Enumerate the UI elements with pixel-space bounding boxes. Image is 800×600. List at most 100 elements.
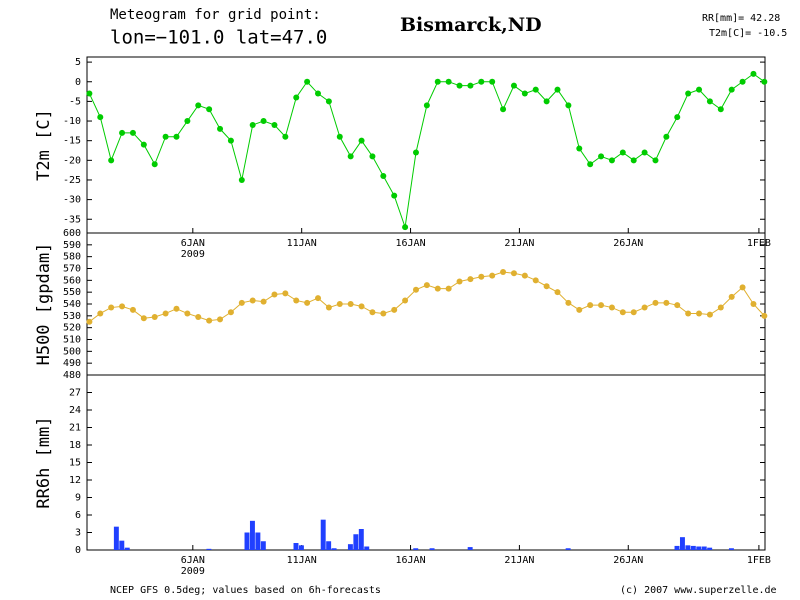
data-point xyxy=(750,301,757,307)
bar xyxy=(347,544,353,550)
footer-source: NCEP GFS 0.5deg; values based on 6h-fore… xyxy=(110,585,381,596)
data-point xyxy=(434,285,441,292)
bar xyxy=(244,532,250,550)
data-point xyxy=(761,78,768,85)
data-point xyxy=(423,282,430,289)
data-point xyxy=(238,299,245,306)
data-point xyxy=(336,301,343,307)
y-axis-label: H500 [gpdam] xyxy=(34,243,54,366)
data-point xyxy=(151,161,158,168)
y-tick-label: 590 xyxy=(63,240,81,251)
data-point xyxy=(249,121,256,128)
y-tick-label: 15 xyxy=(69,458,81,469)
data-point xyxy=(129,306,136,313)
y-tick-label: 12 xyxy=(69,475,81,486)
data-point xyxy=(119,129,126,136)
data-point xyxy=(456,82,463,89)
bar xyxy=(696,546,702,550)
y-tick-label: -35 xyxy=(63,214,81,225)
y-tick-label: 3 xyxy=(75,528,81,539)
bar xyxy=(113,526,119,550)
data-point xyxy=(423,102,430,109)
y-tick-label: 530 xyxy=(63,311,81,322)
data-point xyxy=(184,310,191,317)
data-point xyxy=(249,297,256,304)
data-point xyxy=(282,290,289,297)
data-point xyxy=(641,149,648,156)
bar xyxy=(685,545,691,550)
data-point xyxy=(652,299,659,306)
data-point xyxy=(467,276,474,283)
data-point xyxy=(565,102,572,109)
data-point xyxy=(706,311,713,318)
y-axis-label: RR6h [mm] xyxy=(34,416,54,508)
data-point xyxy=(217,316,224,323)
data-point xyxy=(652,157,659,164)
data-point xyxy=(630,157,637,164)
y-tick-label: 510 xyxy=(63,335,81,346)
y-tick-label: 500 xyxy=(63,346,81,357)
data-point xyxy=(140,315,147,322)
data-point xyxy=(369,309,376,316)
bar xyxy=(674,545,680,550)
data-point xyxy=(500,106,507,113)
data-point xyxy=(412,286,419,293)
data-point xyxy=(598,302,605,309)
bar xyxy=(326,541,332,550)
data-point xyxy=(119,303,126,310)
data-point xyxy=(761,312,768,319)
y-tick-label: 24 xyxy=(69,405,81,416)
data-point xyxy=(500,269,507,276)
data-point xyxy=(380,173,387,180)
bar xyxy=(293,543,299,550)
data-point xyxy=(576,306,583,313)
data-point xyxy=(630,309,637,316)
data-point xyxy=(217,125,224,132)
data-point xyxy=(717,304,724,311)
data-point xyxy=(271,121,278,128)
data-point xyxy=(97,114,104,121)
y-tick-label: -30 xyxy=(63,195,81,206)
y-tick-label: 600 xyxy=(63,228,81,239)
bar xyxy=(206,548,212,550)
y-tick-label: 490 xyxy=(63,358,81,369)
bar xyxy=(690,545,696,550)
y-tick-label: 480 xyxy=(63,370,81,381)
x-tick-label: 6JAN xyxy=(181,238,205,249)
data-point xyxy=(510,270,517,277)
data-point xyxy=(608,304,615,311)
data-point xyxy=(576,145,583,152)
data-point xyxy=(456,278,463,285)
bar xyxy=(679,537,685,550)
y-tick-label: 21 xyxy=(69,423,81,434)
data-point xyxy=(140,141,147,148)
rr-total: RR[mm]= 42.28 xyxy=(702,13,780,24)
year-label: 2009 xyxy=(181,566,205,577)
data-point xyxy=(641,304,648,311)
data-point xyxy=(521,272,528,279)
y-tick-label: -5 xyxy=(69,96,81,107)
bar xyxy=(358,529,364,550)
series-line xyxy=(89,271,765,323)
bar xyxy=(320,519,326,550)
bar xyxy=(728,548,734,550)
title-line2: lon=−101.0 lat=47.0 xyxy=(110,27,327,49)
data-point xyxy=(532,86,539,93)
data-point xyxy=(206,317,213,324)
y-tick-label: 27 xyxy=(69,388,81,399)
data-point xyxy=(685,90,692,97)
data-point xyxy=(325,304,332,311)
data-point xyxy=(380,310,387,317)
data-point xyxy=(86,318,93,325)
data-point xyxy=(445,285,452,292)
bar xyxy=(260,541,266,550)
bar xyxy=(124,547,130,550)
data-point xyxy=(706,98,713,105)
data-point xyxy=(315,90,322,97)
data-point xyxy=(304,78,311,85)
y-tick-label: 6 xyxy=(75,510,81,521)
data-point xyxy=(554,289,561,296)
data-point xyxy=(674,302,681,309)
data-point xyxy=(402,224,409,231)
